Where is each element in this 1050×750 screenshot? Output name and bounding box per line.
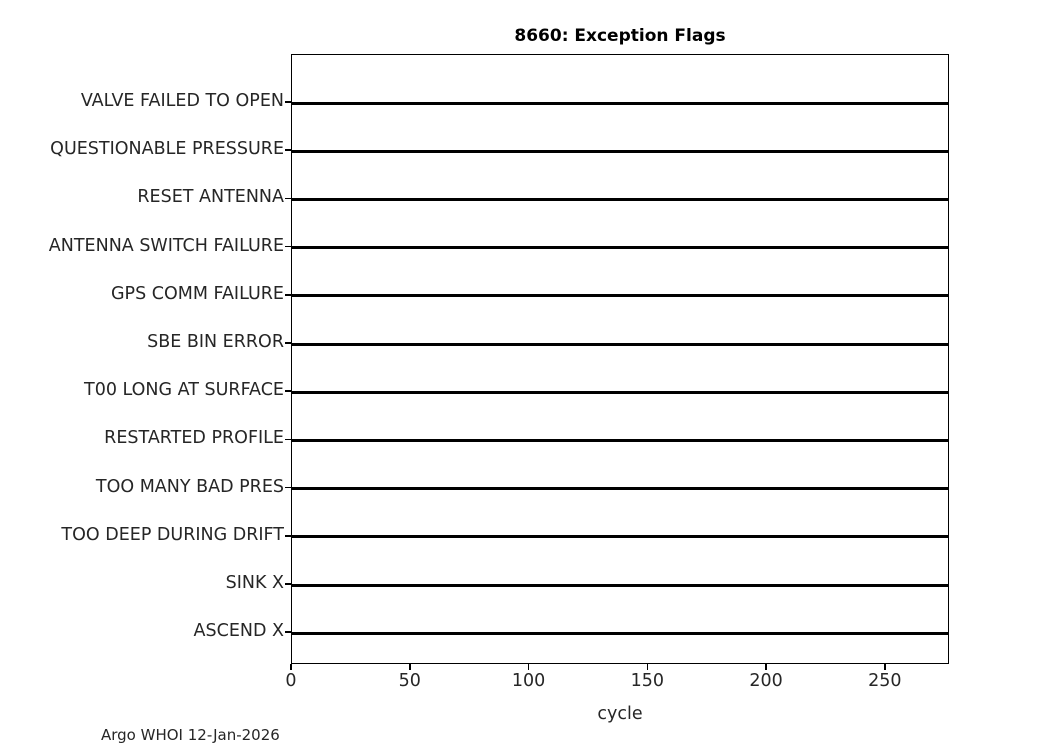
y-axis-tick-mark [285,149,291,151]
x-axis-tick-mark [408,664,411,670]
flag-baseline-series [292,101,948,105]
chart-title: 8660: Exception Flags [514,26,726,46]
y-axis-tick-label: GPS COMM FAILURE [110,283,284,304]
x-axis-tick-mark [765,664,767,670]
y-axis-tick-label: ASCEND X [193,621,284,642]
plot-inner-series-group [292,55,948,663]
y-axis-tick-label: SBE BIN ERROR [147,332,284,352]
flag-baseline-series [292,294,948,298]
x-axis-tick-label: 100 [511,671,546,691]
y-axis-tick-label: VALVE FAILED TO OPEN [80,91,284,111]
x-axis-tick-mark [646,664,649,670]
x-axis-tick-mark [884,664,886,670]
x-axis-tick-mark [527,664,530,670]
x-axis-tick-label: 250 [868,671,902,691]
x-axis-tick-label: 0 [285,671,297,691]
x-axis-tick-mark [290,664,292,670]
flag-baseline-series [292,535,948,539]
y-axis-tick-label: RESET ANTENNA [137,187,284,208]
flag-baseline-series [292,197,948,201]
x-axis-title: cycle [597,704,643,724]
y-axis-tick-label: SINK X [225,573,284,593]
flag-baseline-series [292,438,948,442]
flag-baseline-series [292,390,948,394]
y-axis-tick-label: TOO MANY BAD PRES [95,476,284,497]
plot-area [291,54,949,664]
y-axis-tick-mark [285,535,291,537]
y-axis-tick-label: T00 LONG AT SURFACE [84,380,284,401]
flag-baseline-series [292,149,948,153]
y-axis-tick-mark [285,583,291,585]
flag-baseline-series [292,342,948,346]
y-axis-tick-label: ANTENNA SWITCH FAILURE [48,235,284,256]
flag-baseline-series [292,583,948,587]
x-axis-tick-label: 150 [630,671,665,691]
y-axis-tick-mark [285,245,291,248]
footer-credit: Argo WHOI 12-Jan-2026 [101,726,280,744]
y-axis-tick-label: RESTARTED PROFILE [104,428,284,449]
flag-baseline-series [292,246,948,250]
x-axis-tick-label: 50 [398,671,421,691]
y-axis-tick-mark [285,631,291,633]
y-axis-tick-mark [285,294,291,296]
y-axis-tick-mark [285,197,291,200]
y-axis-tick-mark [285,486,291,489]
y-axis-tick-mark [285,438,291,441]
x-axis-tick-label: 200 [749,671,783,691]
y-axis-tick-mark [285,101,291,103]
flag-baseline-series [292,487,948,491]
y-axis-tick-mark [285,390,291,392]
y-axis-tick-label: QUESTIONABLE PRESSURE [50,139,284,160]
flag-baseline-series [292,631,948,635]
y-axis-tick-label: TOO DEEP DURING DRIFT [61,524,284,545]
y-axis-tick-mark [285,342,291,344]
